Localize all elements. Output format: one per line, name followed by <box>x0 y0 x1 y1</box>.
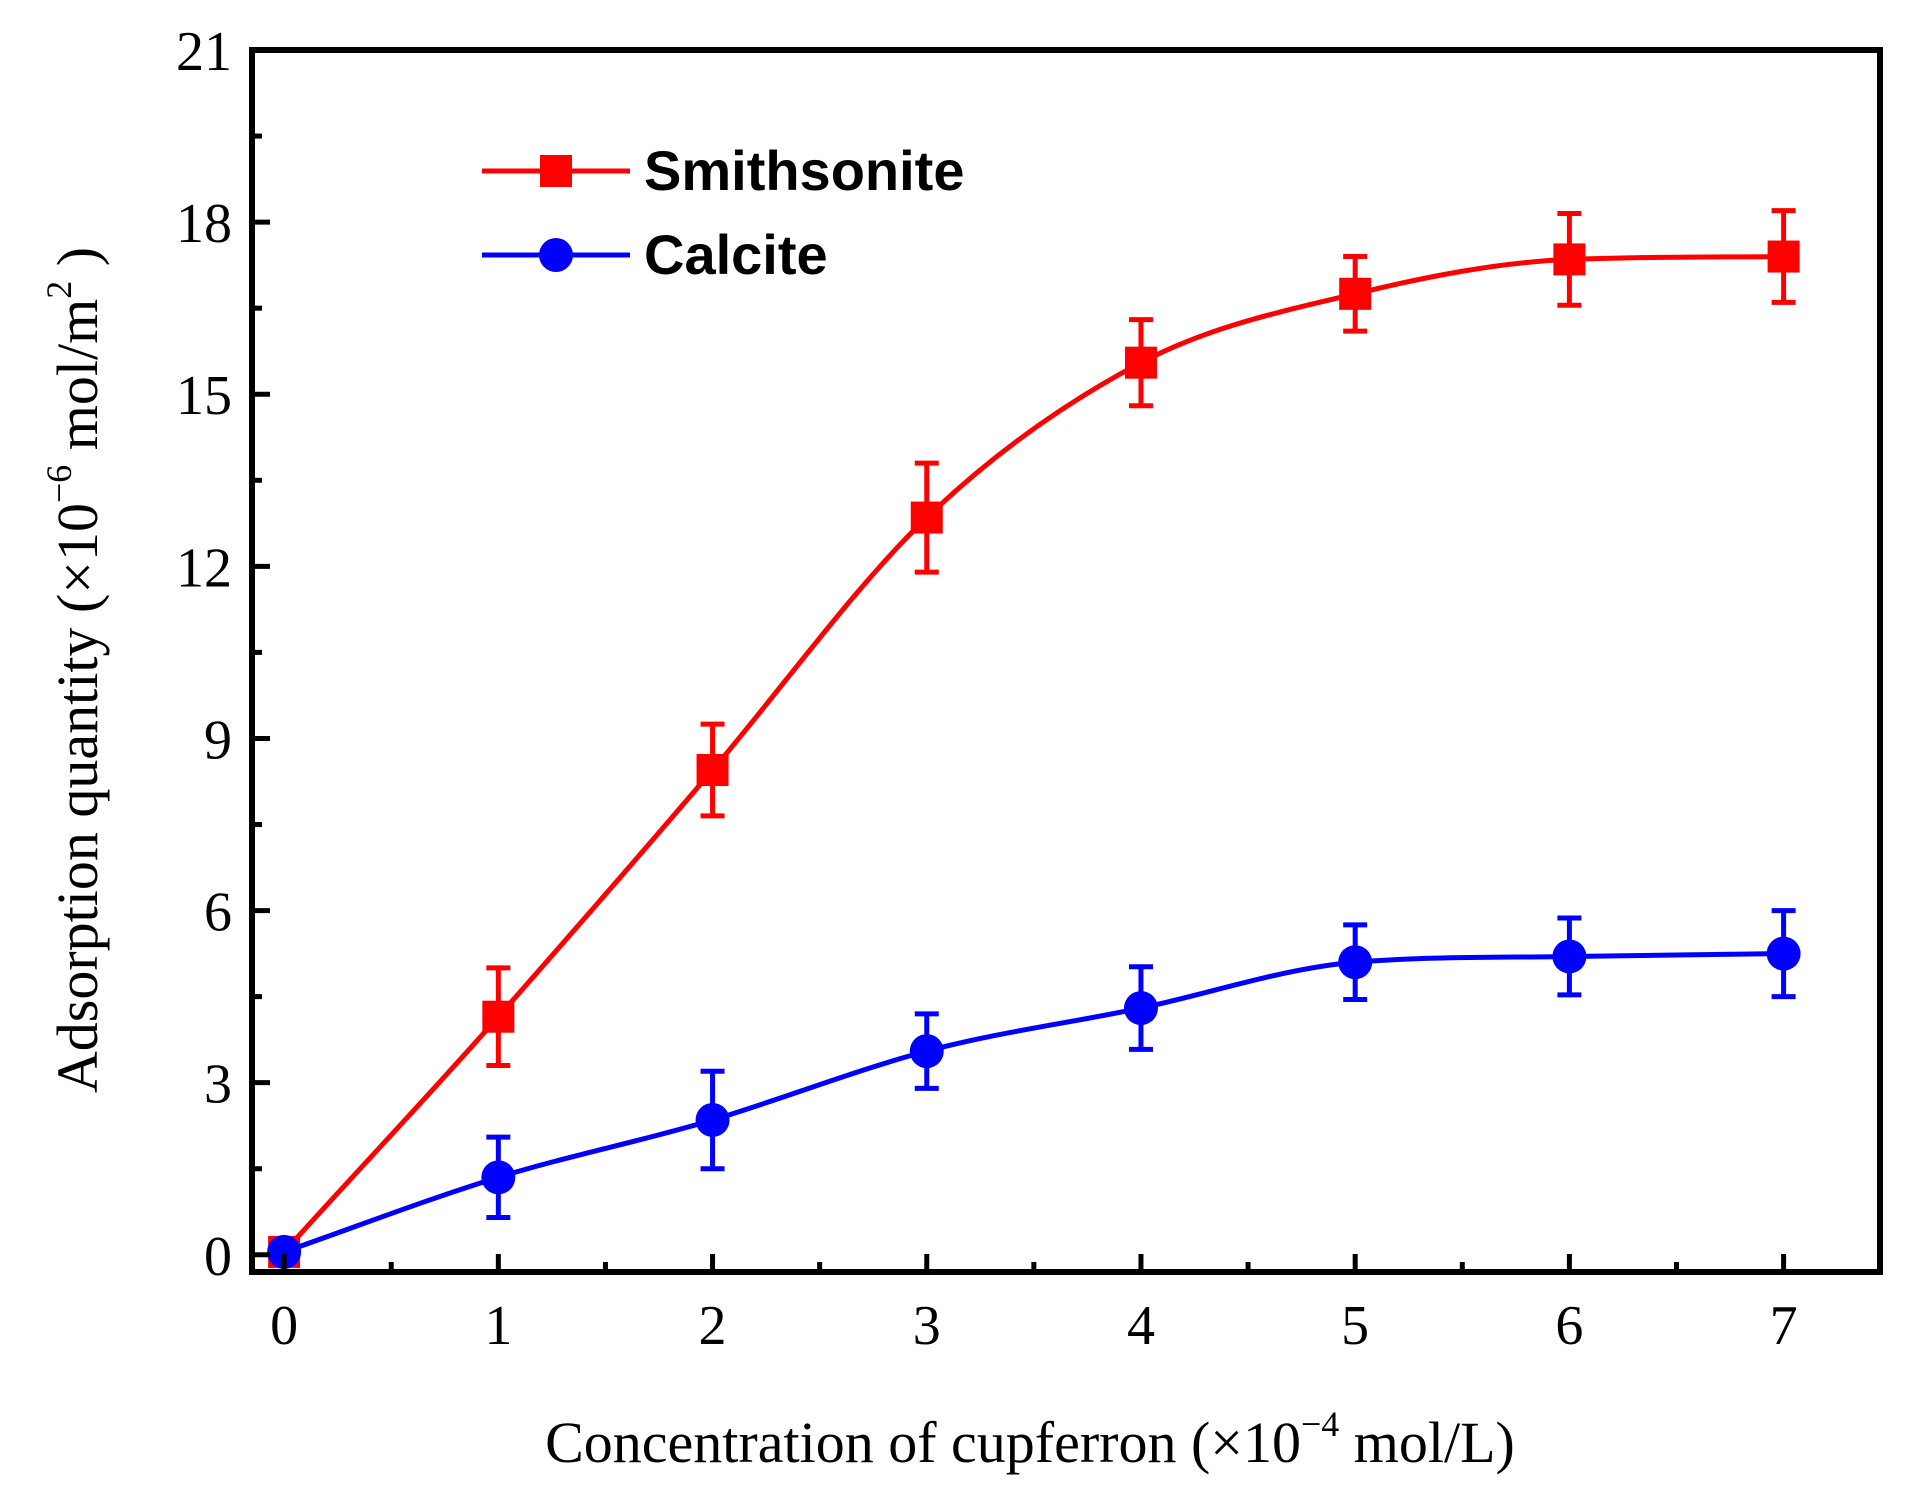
x-axis-title-prefix: Concentration of cupferron (×10 <box>545 1410 1301 1475</box>
y-tick-label: 3 <box>204 1054 232 1116</box>
y-axis-title-prefix: Adsorption quantity (×10 <box>45 503 110 1093</box>
data-point-calcite <box>267 1234 302 1269</box>
y-tick-label: 18 <box>176 193 232 255</box>
data-point-smithsonite <box>696 754 729 787</box>
series-smithsonite <box>268 208 1800 1268</box>
data-point-smithsonite <box>1339 277 1372 310</box>
x-tick-label: 7 <box>1770 1295 1798 1357</box>
y-axis-title-middle: mol/m <box>45 299 110 465</box>
x-tick-label: 3 <box>913 1295 941 1357</box>
legend-label-calcite: Calcite <box>644 223 828 286</box>
data-point-smithsonite <box>910 501 943 534</box>
legend-label-smithsonite: Smithsonite <box>644 139 964 202</box>
y-tick-label: 12 <box>176 537 232 599</box>
data-point-smithsonite <box>1553 243 1586 276</box>
series-line-calcite <box>283 951 1784 1255</box>
data-point-smithsonite <box>1767 240 1800 273</box>
x-tick-label: 4 <box>1127 1295 1155 1357</box>
plot-frame <box>249 47 1883 1275</box>
x-tick-label: 6 <box>1555 1295 1583 1357</box>
y-tick-label: 6 <box>204 882 232 944</box>
series-layer <box>267 208 1801 1269</box>
y-tick-label: 21 <box>176 21 232 83</box>
series-calcite <box>267 908 1801 1269</box>
y-axis-title: Adsorption quantity (×10−6 mol/m2 ) <box>39 247 110 1093</box>
y-tick-label: 15 <box>176 365 232 427</box>
series-line-smithsonite <box>282 254 1784 1254</box>
x-tick-label: 1 <box>484 1295 512 1357</box>
x-tick-label: 0 <box>270 1295 298 1357</box>
data-point-calcite <box>481 1160 516 1195</box>
legend-marker-calcite <box>539 238 573 272</box>
x-axis-title: Concentration of cupferron (×10−4 mol/L) <box>545 1404 1515 1475</box>
x-tick-label: 5 <box>1341 1295 1369 1357</box>
data-point-smithsonite <box>1124 346 1157 379</box>
y-tick-label: 9 <box>204 709 232 771</box>
data-point-calcite <box>695 1102 730 1137</box>
x-tick-label: 2 <box>699 1295 727 1357</box>
legend-marker-smithsonite <box>540 155 572 187</box>
data-point-calcite <box>909 1034 944 1069</box>
plot-area <box>249 47 1883 1275</box>
data-point-calcite <box>1552 939 1587 974</box>
y-axis-title-exponent2: 2 <box>39 281 79 299</box>
data-point-calcite <box>1766 936 1801 971</box>
data-point-smithsonite <box>482 1000 515 1033</box>
y-axis-title-exponent: −6 <box>39 465 79 503</box>
x-axis-title-suffix: mol/L) <box>1339 1410 1515 1475</box>
data-point-calcite <box>1123 991 1158 1026</box>
legend: Smithsonite Calcite <box>482 139 964 286</box>
y-tick-label: 0 <box>204 1226 232 1288</box>
x-axis-title-exponent: −4 <box>1301 1404 1339 1444</box>
data-point-calcite <box>1338 945 1373 980</box>
y-axis-title-suffix: ) <box>45 247 110 281</box>
